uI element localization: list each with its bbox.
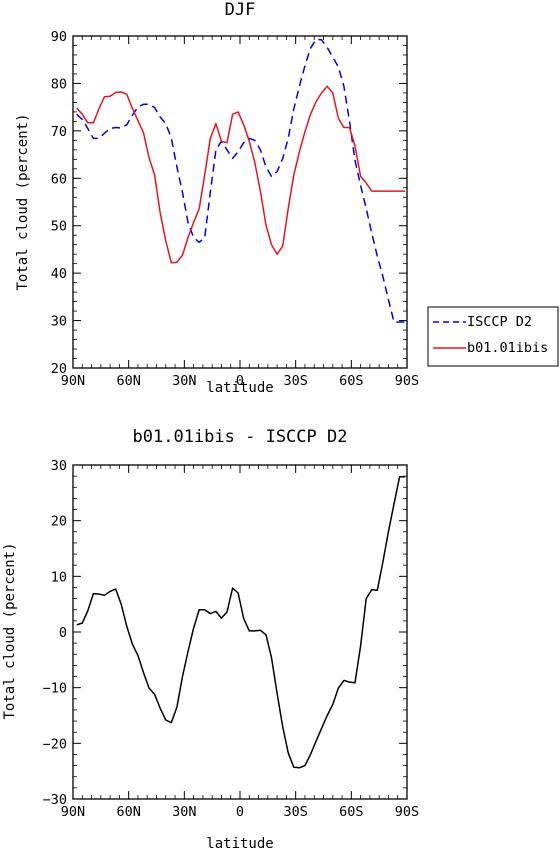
x-tick-label: 60S: [339, 373, 363, 389]
x-axis-title: latitude: [206, 380, 273, 396]
y-tick-label: 0: [59, 625, 67, 641]
y-tick-label: 30: [51, 314, 67, 330]
y-axis-title: Total cloud (percent): [15, 113, 31, 290]
y-tick-label: 10: [51, 569, 67, 585]
y-tick-label: −20: [43, 736, 67, 752]
x-tick-label: 90N: [61, 373, 85, 389]
x-tick-label: 30S: [283, 373, 307, 389]
y-tick-label: −30: [43, 792, 67, 808]
legend-label-b01-01ibis: b01.01ibis: [467, 340, 548, 356]
x-tick-label: 0: [236, 373, 244, 389]
x-tick-label: 90S: [395, 804, 419, 820]
x-tick-label: 30N: [172, 373, 196, 389]
series-line-isccp-d2: [76, 38, 406, 323]
y-tick-label: 20: [51, 361, 67, 377]
plot-frame: [72, 464, 408, 800]
legend-label-isccp-d2: ISCCP D2: [467, 314, 532, 330]
chart-title: b01.01ibis - ISCCP D2: [133, 427, 348, 447]
x-tick-label: 90N: [61, 804, 85, 820]
legend: ISCCP D2 b01.01ibis: [427, 306, 559, 367]
y-axis-title: Total cloud (percent): [2, 542, 18, 719]
y-tick-label: 90: [51, 29, 67, 45]
x-tick-label: 30N: [172, 804, 196, 820]
x-axis-title: latitude: [206, 836, 273, 851]
y-tick-label: 40: [51, 266, 67, 282]
x-tick-label: 60N: [116, 804, 140, 820]
y-tick-label: 50: [51, 219, 67, 235]
series-line-difference: [76, 475, 406, 769]
y-tick-label: 70: [51, 124, 67, 140]
x-tick-label: 60S: [339, 804, 363, 820]
x-tick-label: 0: [236, 804, 244, 820]
x-tick-label: 30S: [283, 804, 307, 820]
y-tick-label: −10: [43, 681, 67, 697]
y-tick-label: 20: [51, 514, 67, 530]
chart-djf-total-cloud: DJF latitude Total cloud (percent) 20 30 4…: [15, 0, 559, 396]
y-tick-label: 30: [51, 458, 67, 474]
y-tick-label: 60: [51, 171, 67, 187]
x-tick-label: 60N: [116, 373, 140, 389]
series-line-b01-01ibis: [76, 85, 406, 264]
legend-box: [427, 306, 559, 367]
y-tick-label: 80: [51, 76, 67, 92]
plot-frame: [72, 35, 408, 369]
chart-title: DJF: [225, 0, 256, 20]
chart-difference-total-cloud: b01.01ibis - ISCCP D2 latitude Total clo…: [2, 427, 419, 851]
x-tick-label: 90S: [395, 373, 419, 389]
